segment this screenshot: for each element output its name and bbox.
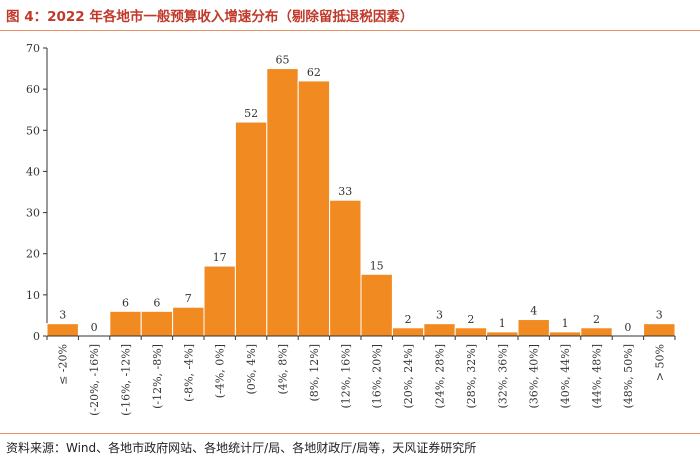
data-label-1: 0 — [91, 321, 98, 334]
data-label-2: 6 — [122, 296, 129, 309]
x-tick-label-12: (24%, 28%] — [434, 344, 447, 408]
x-tick-label-5: (-4%, 0%] — [214, 344, 227, 398]
data-label-4: 7 — [185, 292, 192, 305]
data-label-3: 6 — [153, 296, 160, 309]
bar-14 — [486, 331, 519, 337]
x-tick-label-18: (48%, 50%] — [622, 344, 635, 408]
data-label-0: 3 — [59, 309, 66, 322]
bar-0 — [46, 323, 79, 337]
top-divider — [0, 30, 700, 31]
data-label-18: 0 — [624, 321, 631, 334]
bar-7 — [266, 68, 299, 337]
x-tick-label-1: (-20%, -16%] — [88, 344, 101, 416]
x-tick-label-4: (-8%, -4%] — [182, 344, 195, 402]
bar-19 — [643, 323, 676, 337]
y-tick-label: 20 — [26, 248, 40, 261]
bar-4 — [172, 306, 205, 337]
x-tick-label-8: (8%, 12%] — [308, 344, 321, 401]
data-label-15: 4 — [530, 305, 537, 318]
data-label-11: 2 — [405, 313, 412, 326]
x-tick-label-13: (28%, 32%] — [465, 344, 478, 408]
x-tick-label-6: (0%, 4%] — [245, 344, 258, 394]
bar-9 — [329, 199, 362, 337]
x-tick-label-0: ≤ -20% — [57, 344, 70, 385]
y-tick-label: 30 — [26, 207, 40, 220]
bar-6 — [234, 121, 268, 337]
y-tick-label: 40 — [26, 165, 40, 178]
data-label-7: 65 — [276, 54, 290, 67]
x-tick-label-15: (36%, 40%] — [528, 344, 541, 408]
data-label-5: 17 — [213, 251, 227, 264]
bar-15 — [517, 319, 550, 337]
data-label-8: 62 — [307, 66, 321, 79]
data-label-9: 33 — [338, 185, 352, 198]
x-tick-label-7: (4%, 8%] — [277, 344, 290, 394]
x-tick-label-11: (20%, 24%] — [402, 344, 415, 408]
data-label-13: 2 — [467, 313, 474, 326]
source-note: 资料来源：Wind、各地市政府网站、各地统计厅/局、各地财政厅/局等，天风证券研… — [6, 441, 477, 455]
y-tick-label: 60 — [26, 83, 40, 96]
x-tick-label-3: (-12%, -8%] — [151, 344, 164, 409]
bar-17 — [580, 327, 613, 337]
x-tick-label-9: (12%, 16%] — [339, 344, 352, 408]
x-tick-label-16: (40%, 44%] — [559, 344, 572, 408]
data-label-12: 3 — [436, 309, 443, 322]
data-label-6: 52 — [244, 107, 258, 120]
chart-title: 图 4：2022 年各地市一般预算收入增速分布（剔除留抵退税因素） — [6, 9, 414, 25]
x-tick-label-14: (32%, 36%] — [496, 344, 509, 408]
data-label-17: 2 — [593, 313, 600, 326]
data-label-16: 1 — [562, 317, 569, 330]
y-tick-label: 50 — [26, 124, 40, 137]
bar-11 — [391, 327, 425, 337]
x-tick-label-17: (44%, 48%] — [591, 344, 604, 408]
bar-8 — [297, 80, 331, 337]
bar-5 — [203, 265, 236, 337]
data-label-10: 15 — [370, 259, 384, 272]
bar-2 — [109, 310, 142, 337]
x-tick-label-2: (-16%, -12%] — [120, 344, 133, 416]
data-label-19: 3 — [656, 309, 663, 322]
y-tick-label: 10 — [26, 289, 40, 302]
x-tick-label-19: > 50% — [653, 344, 666, 381]
bottom-divider — [0, 433, 700, 434]
bar-16 — [548, 331, 582, 337]
bar-10 — [360, 273, 393, 337]
x-tick-label-10: (16%, 20%] — [371, 344, 384, 408]
data-label-14: 1 — [499, 317, 506, 330]
y-tick-label: 70 — [26, 42, 40, 55]
bar-13 — [454, 327, 488, 337]
bar-3 — [140, 310, 174, 337]
y-tick-label: 0 — [33, 330, 40, 343]
bar-12 — [423, 323, 456, 337]
